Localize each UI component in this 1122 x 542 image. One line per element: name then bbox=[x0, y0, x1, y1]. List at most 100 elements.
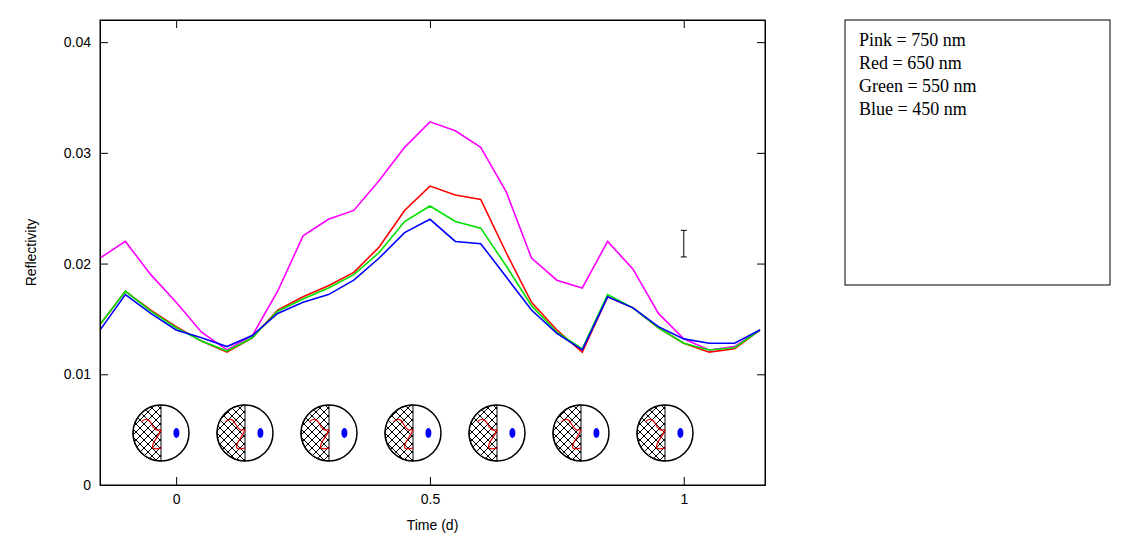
globe-outline bbox=[133, 405, 189, 461]
globe-coastline bbox=[141, 419, 161, 449]
y-axis-right-line bbox=[765, 21, 766, 486]
y-tick-mark bbox=[100, 153, 108, 154]
globe bbox=[469, 405, 525, 461]
globe bbox=[301, 405, 357, 461]
globe-night-side bbox=[133, 405, 161, 461]
globe-disc bbox=[301, 405, 357, 461]
y-tick: 0.03 bbox=[64, 145, 108, 161]
y-tick-mark bbox=[100, 42, 108, 43]
globe-glint bbox=[341, 428, 347, 438]
series-line bbox=[100, 219, 760, 350]
x-tick-mark bbox=[176, 20, 177, 28]
y-tick-label: 0.03 bbox=[64, 145, 91, 161]
x-tick-label: 0.5 bbox=[421, 491, 441, 507]
legend: Pink = 750 nm Red = 650 nm Green = 550 nm B… bbox=[845, 20, 1110, 285]
x-tick-label: 1 bbox=[680, 491, 688, 507]
x-tick: 0 bbox=[173, 477, 181, 507]
legend-entry: Pink = 750 nm bbox=[859, 30, 966, 50]
y-tick-mark bbox=[100, 485, 108, 486]
y-tick: 0.04 bbox=[64, 34, 108, 50]
y-tick-mark bbox=[757, 374, 765, 375]
y-tick-mark bbox=[757, 264, 765, 265]
globe-glint bbox=[257, 428, 263, 438]
series-line bbox=[100, 186, 760, 352]
globe-night-side bbox=[553, 405, 581, 461]
y-axis-line bbox=[100, 21, 101, 486]
x-axis-top bbox=[101, 20, 766, 28]
globe-outline bbox=[637, 405, 693, 461]
y-tick-label: 0.02 bbox=[64, 256, 91, 272]
globe-outline bbox=[385, 405, 441, 461]
legend-entry: Red = 650 nm bbox=[859, 53, 962, 73]
y-tick-right bbox=[757, 42, 765, 43]
globe-disc bbox=[217, 405, 273, 461]
globe-disc bbox=[637, 405, 693, 461]
x-tick-top bbox=[684, 20, 685, 28]
error-bar-cap bbox=[681, 256, 687, 257]
globe-coastline bbox=[477, 419, 497, 449]
y-tick: 0.02 bbox=[64, 256, 108, 272]
plot-marks bbox=[100, 122, 760, 352]
globe-night-side bbox=[637, 405, 665, 461]
globe-glint bbox=[425, 428, 431, 438]
y-tick: 0 bbox=[83, 477, 108, 493]
globe-disc bbox=[385, 405, 441, 461]
globe bbox=[385, 405, 441, 461]
y-tick-label: 0.01 bbox=[64, 366, 91, 382]
y-tick-right bbox=[757, 374, 765, 375]
y-tick-mark bbox=[757, 153, 765, 154]
y-tick-label: 0 bbox=[83, 477, 91, 493]
globe-glint bbox=[677, 428, 683, 438]
error-bar bbox=[681, 230, 687, 257]
x-tick-top bbox=[176, 20, 177, 28]
series-line bbox=[100, 122, 760, 350]
x-axis-line bbox=[101, 485, 766, 486]
globe-outline bbox=[553, 405, 609, 461]
y-tick: 0.01 bbox=[64, 366, 108, 382]
legend-entry: Green = 550 nm bbox=[859, 76, 977, 96]
x-axis-top-line bbox=[101, 20, 766, 21]
globe-night-side bbox=[217, 405, 245, 461]
x-tick-mark bbox=[430, 477, 431, 485]
globe-glint bbox=[593, 428, 599, 438]
globe bbox=[217, 405, 273, 461]
globe-coastline bbox=[561, 419, 581, 449]
globe-outline bbox=[217, 405, 273, 461]
y-axis-title: Reflectivity bbox=[23, 219, 39, 287]
x-tick-mark bbox=[430, 20, 431, 28]
x-axis: 00.51 bbox=[101, 477, 766, 507]
legend-entry: Blue = 450 nm bbox=[859, 99, 967, 119]
error-bar-stem bbox=[683, 230, 684, 257]
y-tick-mark bbox=[757, 42, 765, 43]
globe-coastline bbox=[225, 419, 245, 449]
y-tick-mark bbox=[100, 264, 108, 265]
x-axis-title: Time (d) bbox=[407, 517, 459, 533]
x-tick-mark bbox=[684, 20, 685, 28]
y-tick-right bbox=[757, 264, 765, 265]
x-tick-mark bbox=[176, 477, 177, 485]
globe-night-side bbox=[301, 405, 329, 461]
error-bar-cap bbox=[681, 230, 687, 231]
globe-night-side bbox=[385, 405, 413, 461]
legend-box bbox=[845, 20, 1110, 285]
globe-night-side bbox=[469, 405, 497, 461]
y-tick-right bbox=[757, 485, 765, 486]
globe-disc bbox=[469, 405, 525, 461]
globe-coastline bbox=[309, 419, 329, 449]
x-tick: 0.5 bbox=[421, 477, 441, 507]
globe-outline bbox=[469, 405, 525, 461]
y-axis: 0 0.01 0.02 0.03 0.04 bbox=[64, 21, 108, 493]
plot-frame bbox=[100, 20, 765, 485]
globe-coastline bbox=[393, 419, 413, 449]
globe-glint bbox=[173, 428, 179, 438]
y-tick-mark bbox=[100, 374, 108, 375]
globe-coastline bbox=[645, 419, 665, 449]
y-tick-mark bbox=[757, 485, 765, 486]
globe-outline bbox=[301, 405, 357, 461]
globe-disc bbox=[553, 405, 609, 461]
y-tick-right bbox=[757, 153, 765, 154]
globe bbox=[133, 405, 189, 461]
x-tick-label: 0 bbox=[173, 491, 181, 507]
globe-disc bbox=[133, 405, 189, 461]
y-axis-right bbox=[757, 21, 766, 486]
